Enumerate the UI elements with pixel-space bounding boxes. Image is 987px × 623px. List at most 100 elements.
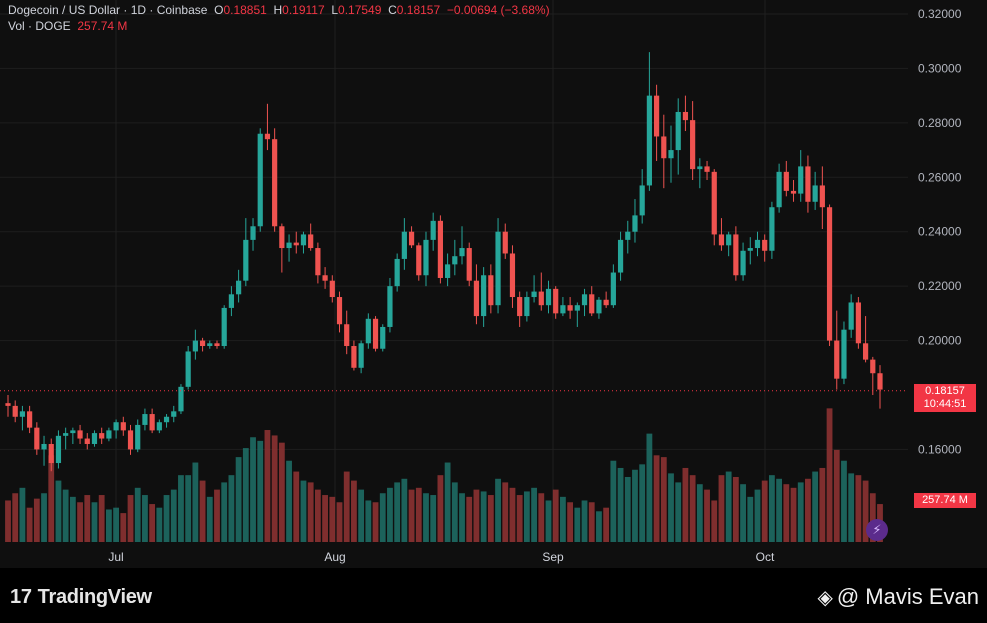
volume-bar <box>487 495 494 542</box>
candle-body <box>322 275 328 281</box>
volume-bar <box>351 480 357 542</box>
volume-bar <box>372 502 379 542</box>
volume-bar <box>250 437 256 542</box>
volume-bar <box>48 455 55 542</box>
tradingview-logo[interactable]: 17 TradingView <box>10 586 152 609</box>
candle-body <box>610 272 616 306</box>
volume-bar <box>747 496 754 542</box>
volume-bar <box>358 489 365 542</box>
volume-bar <box>516 495 523 542</box>
volume-bar <box>156 507 163 542</box>
volume-bar <box>26 507 33 542</box>
high-label: H <box>273 3 283 17</box>
candle-body <box>329 280 335 298</box>
candle-body <box>538 291 544 306</box>
candlestick-chart[interactable]: 0.32000 0.30000 0.28000 0.26000 0.24000 0.220… <box>0 0 987 568</box>
candle-body <box>113 422 119 431</box>
volume-bar <box>206 496 213 542</box>
volume-bar <box>473 489 480 542</box>
volume-bar <box>278 442 285 542</box>
volume-bar <box>257 440 264 542</box>
candle-body <box>315 248 321 276</box>
quick-action-icon[interactable]: ⚡ <box>866 519 888 541</box>
volume-bar <box>523 491 530 542</box>
candle-body <box>877 373 883 390</box>
volume-bar <box>509 487 516 542</box>
candle-body <box>769 207 775 251</box>
candle-body <box>207 343 213 347</box>
last-price-badge: 0.18157 10:44:51 <box>914 384 976 412</box>
candle-body <box>243 239 249 281</box>
volume-bar <box>214 489 220 542</box>
candle-body <box>250 226 256 240</box>
volume-bar <box>617 467 624 542</box>
open-label: O <box>214 3 224 17</box>
volume-bar <box>394 482 401 542</box>
candle-body <box>762 239 768 251</box>
candle-body <box>178 386 184 412</box>
candle-body <box>156 422 162 431</box>
candle-body <box>221 307 227 347</box>
candle-body <box>754 239 761 249</box>
candle-body <box>77 430 83 439</box>
volume-bar <box>423 493 429 542</box>
volume-bar <box>531 487 537 542</box>
candle-body <box>272 139 278 227</box>
candle-body <box>70 430 76 434</box>
x-tick-label: Oct <box>756 550 775 564</box>
volume-bar <box>732 476 739 542</box>
volume-bar <box>134 487 141 542</box>
candle-body <box>344 324 350 347</box>
candle-body <box>553 288 559 314</box>
volume-bar <box>329 496 336 542</box>
volume-bar <box>495 478 501 542</box>
volume-bar <box>588 502 595 542</box>
candle-body <box>596 299 602 314</box>
y-tick-label: 0.32000 <box>918 7 962 21</box>
volume-bar <box>740 484 746 542</box>
candle-body <box>185 351 191 387</box>
volume-bar <box>41 493 47 542</box>
volume-bar <box>19 487 26 542</box>
volume-bar <box>55 480 62 542</box>
x-tick-label: Aug <box>324 550 345 564</box>
volume-bar <box>235 457 242 542</box>
last-price-value: 0.18157 <box>925 385 965 397</box>
candle-body <box>293 242 299 246</box>
volume-legend: Vol · DOGE 257.74 M <box>8 19 127 33</box>
candle-body <box>589 294 595 314</box>
volume-bar <box>545 500 552 542</box>
candle-body <box>365 318 371 344</box>
volume-bar <box>142 495 148 542</box>
close-value: 0.18157 <box>396 3 441 17</box>
volume-bar <box>841 460 847 542</box>
volume-bar <box>704 489 710 542</box>
candle-body <box>300 234 307 246</box>
volume-bar <box>5 500 11 542</box>
candle-body <box>855 302 861 344</box>
volume-bar <box>149 504 156 542</box>
volume-bar <box>502 482 509 542</box>
volume-bar <box>725 471 732 542</box>
candle-body <box>625 231 631 240</box>
volume-bar <box>761 480 768 542</box>
volume-bar <box>790 487 797 542</box>
volume-bar <box>603 507 610 542</box>
candle-body <box>819 185 825 208</box>
candle-body <box>387 286 393 327</box>
volume-bar <box>105 509 112 542</box>
candle-body <box>718 234 725 246</box>
volume-bar <box>264 430 271 542</box>
candle-body <box>437 220 443 278</box>
volume-bar <box>379 493 386 542</box>
candle-body <box>473 280 480 317</box>
volume-bar <box>711 500 718 542</box>
candle-body <box>127 430 134 450</box>
candle-body <box>55 435 62 464</box>
close-label: C <box>388 3 397 17</box>
volume-bar <box>783 484 790 542</box>
candle-body <box>848 302 854 330</box>
volume-bar <box>185 475 192 542</box>
candle-body <box>646 95 652 186</box>
candle-body <box>740 250 746 276</box>
